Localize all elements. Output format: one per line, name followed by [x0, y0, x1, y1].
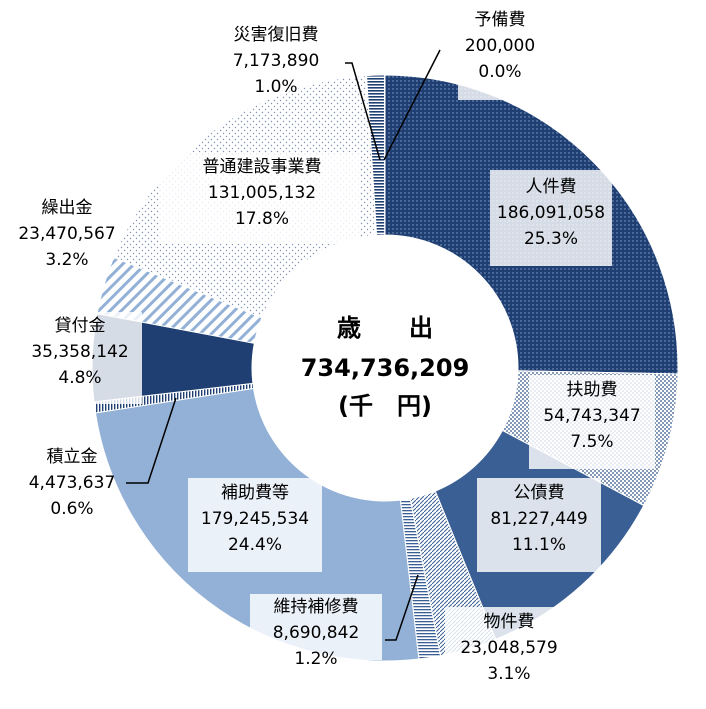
amount-label-2: 81,227,449 [490, 509, 587, 529]
category-label-10: 災害復旧費 [234, 25, 319, 45]
category-label-3: 物件費 [484, 612, 535, 632]
amount-label-9: 131,005,132 [208, 183, 316, 203]
category-label-5: 補助費等 [221, 483, 289, 503]
amount-label-4: 8,690,842 [273, 623, 360, 643]
center-unit: (千 円) [338, 392, 432, 420]
label-background-3 [445, 607, 571, 701]
percent-label-6: 0.6% [50, 499, 93, 519]
category-label-9: 普通建設事業費 [203, 157, 322, 177]
leader-lines [126, 49, 441, 641]
percent-label-7: 4.8% [58, 368, 101, 388]
percent-label-11: 0.0% [478, 62, 521, 82]
leader-line-2 [126, 397, 177, 484]
category-label-7: 貸付金 [55, 316, 106, 336]
amount-label-11: 200,000 [465, 36, 535, 56]
category-label-8: 繰出金 [42, 198, 93, 218]
label-background-4 [250, 594, 382, 660]
percent-label-9: 17.8% [235, 209, 289, 229]
slice-11 [383, 74, 386, 236]
amount-label-7: 35,358,142 [31, 342, 128, 362]
category-label-2: 公債費 [514, 483, 565, 503]
leader-line-1 [383, 49, 441, 161]
leader-line-0 [345, 62, 381, 161]
center-title: 歳 出 [337, 314, 433, 342]
percent-label-2: 11.1% [512, 535, 566, 555]
label-background-9 [160, 154, 360, 244]
label-background-7 [20, 312, 142, 404]
percent-label-1: 7.5% [570, 432, 613, 452]
amount-label-3: 23,048,579 [460, 638, 557, 658]
percent-label-3: 3.1% [487, 664, 530, 684]
label-background-1 [529, 375, 655, 469]
amount-label-10: 7,173,890 [233, 51, 320, 71]
center-label: 歳 出 734,736,209 (千 円) [301, 314, 470, 420]
label-background-5 [188, 478, 322, 572]
amount-label-1: 54,743,347 [543, 406, 640, 426]
leader-line-3 [385, 574, 419, 641]
label-background-0 [490, 170, 612, 266]
percent-label-10: 1.0% [254, 77, 297, 97]
slice-labels: 人件費 186,091,058 25.3% 扶助費 54,743,347 7.5% 公債費 8… [18, 10, 655, 701]
category-label-6: 積立金 [47, 447, 98, 467]
amount-label-0: 186,091,058 [497, 203, 605, 223]
category-label-1: 扶助費 [567, 380, 618, 400]
label-background-2 [477, 478, 601, 572]
donut-hole [252, 235, 518, 501]
category-label-11: 予備費 [475, 10, 526, 30]
center-total: 734,736,209 [301, 354, 470, 382]
category-label-4: 維持補修費 [274, 597, 359, 617]
percent-label-5: 24.4% [228, 535, 282, 555]
category-label-0: 人件費 [526, 177, 577, 197]
label-background-11 [458, 72, 542, 100]
percent-label-0: 25.3% [524, 229, 578, 249]
amount-label-6: 4,473,637 [29, 473, 116, 493]
amount-label-5: 179,245,534 [201, 509, 309, 529]
amount-label-8: 23,470,567 [18, 224, 115, 244]
percent-label-8: 3.2% [45, 250, 88, 270]
percent-label-4: 1.2% [294, 649, 337, 669]
